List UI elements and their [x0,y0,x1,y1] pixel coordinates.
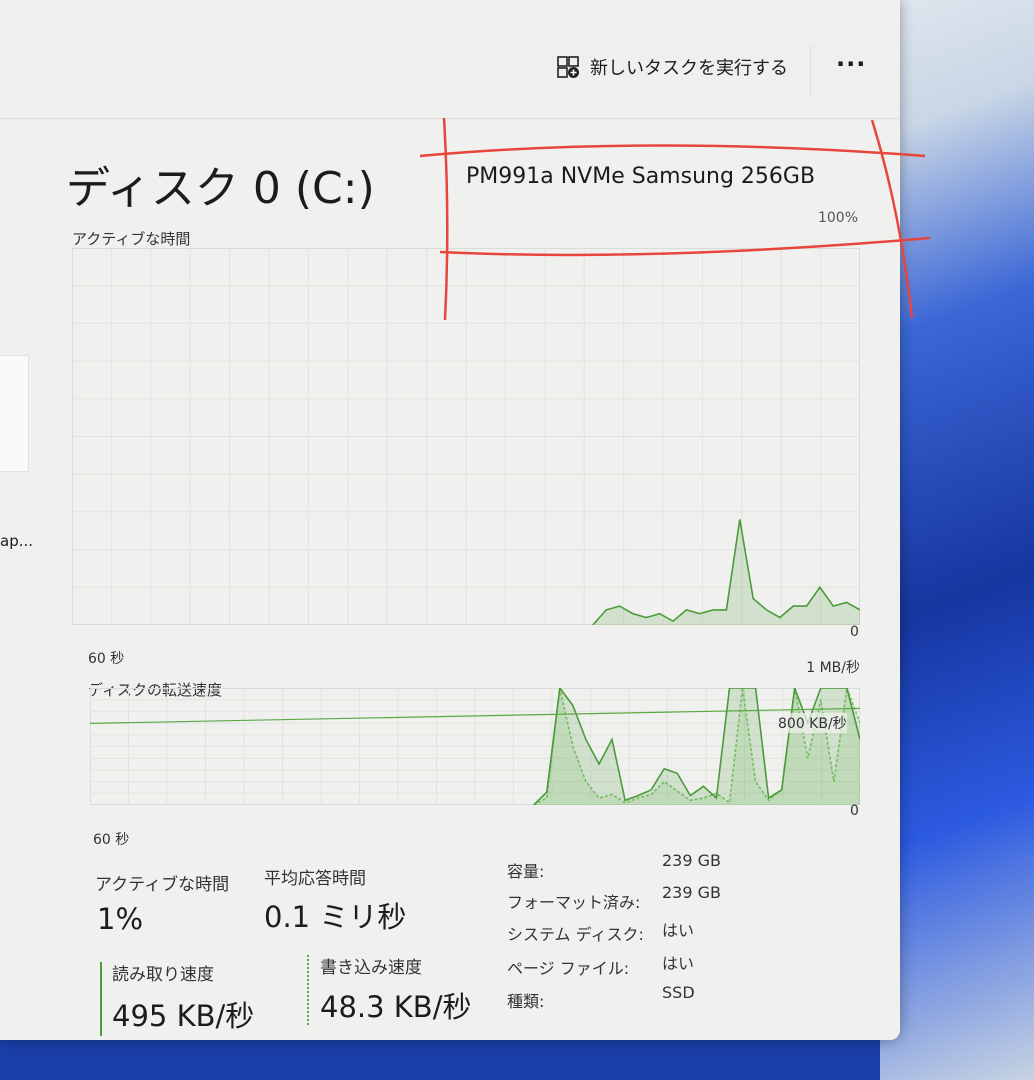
read-speed-label: 読み取り速度 [112,965,214,985]
read-series-area [533,688,860,805]
write-speed-value: 48.3 KB/秒 [320,990,472,1024]
sidebar-item-truncated[interactable]: ap... [0,532,34,550]
transfer-chart-max: 1 MB/秒 [806,660,860,676]
active-chart-label: アクティブな時間 [72,230,191,248]
transfer-chart-label: ディスクの転送速度 [88,681,222,699]
active-time-value: 1% [97,902,144,936]
active-chart-zero: 0 [850,624,859,640]
avg-response-value: 0.1 ミリ秒 [264,900,407,934]
write-series-line [533,688,860,805]
active-time-chart [72,248,860,625]
property-key: 種類: [507,992,545,1011]
write-speed-legend-line [307,955,309,1025]
property-value: はい [662,921,695,940]
active-chart-timespan: 60 秒 [88,651,125,667]
write-series-area [533,688,860,805]
desktop-wallpaper [880,0,1034,1080]
active-time-series-area [592,519,860,625]
sidebar-panel [0,355,29,472]
transfer-ref-label: 800 KB/秒 [778,713,847,733]
task-manager-window: 新しいタスクを実行する ··· ap... ディスク 0 (C:) PM991a… [0,0,900,1040]
property-value: SSD [662,983,695,1002]
transfer-rate-chart [90,688,860,805]
transfer-chart-timespan: 60 秒 [93,832,130,848]
property-value: 239 GB [662,883,721,902]
run-task-icon [557,56,579,78]
active-chart-max-label: 100% [817,210,858,226]
property-value: はい [662,954,695,973]
active-time-series-line [592,519,860,625]
disk-model: PM991a NVMe Samsung 256GB [466,164,816,189]
more-options-button[interactable]: ··· [836,50,867,78]
divider [810,45,811,95]
active-time-label: アクティブな時間 [95,875,230,895]
write-speed-label: 書き込み速度 [320,958,422,978]
property-key: フォーマット済み: [507,893,641,912]
page-title: ディスク 0 (C:) [66,163,375,214]
property-value: 239 GB [662,851,721,870]
reference-line [90,707,860,724]
transfer-chart-zero: 0 [850,803,859,819]
toolbar: 新しいタスクを実行する ··· [0,0,900,119]
property-key: 容量: [507,862,545,881]
property-key: ページ ファイル: [507,959,630,978]
run-new-task-button[interactable]: 新しいタスクを実行する [556,54,788,80]
read-speed-value: 495 KB/秒 [112,999,255,1033]
avg-response-label: 平均応答時間 [264,869,366,889]
run-new-task-label: 新しいタスクを実行する [590,58,788,79]
read-speed-legend-line [100,962,102,1036]
property-key: システム ディスク: [507,925,644,944]
